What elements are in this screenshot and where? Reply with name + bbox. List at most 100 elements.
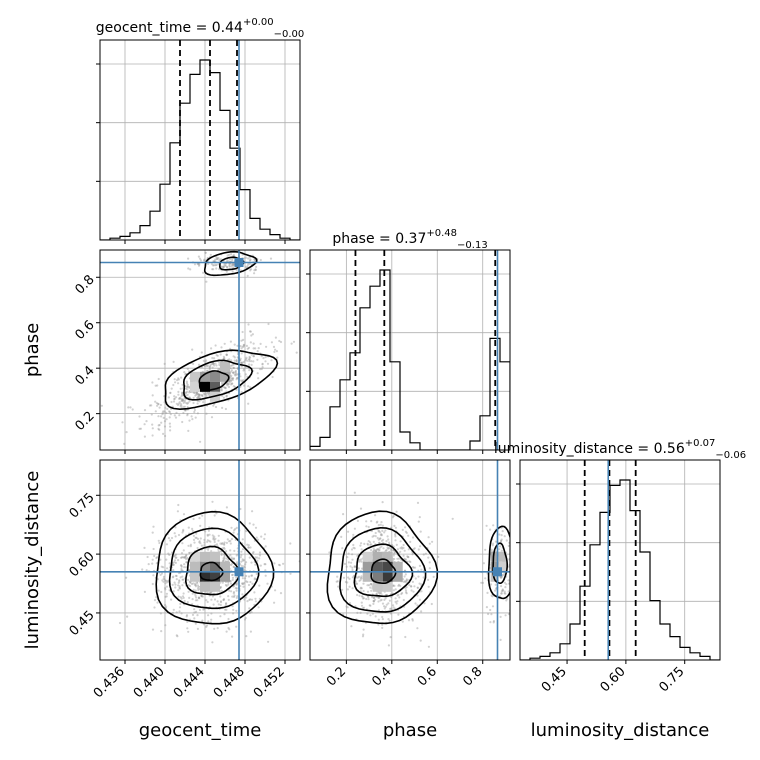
scatter-point [212, 603, 215, 606]
scatter-point [185, 561, 188, 564]
scatter-point [247, 544, 250, 547]
scatter-point [221, 560, 225, 563]
scatter-point [206, 370, 209, 373]
scatter-point [198, 517, 201, 520]
scatter-point [177, 595, 180, 598]
scatter-point [183, 400, 186, 403]
scatter-point [393, 551, 397, 554]
scatter-point [392, 514, 395, 518]
scatter-point [155, 562, 158, 565]
scatter-point [244, 577, 247, 580]
scatter-point [385, 540, 388, 543]
scatter-point [389, 636, 392, 639]
scatter-point [417, 548, 420, 551]
scatter-point [141, 568, 144, 571]
scatter-point [366, 543, 370, 546]
scatter-point [358, 559, 361, 562]
scatter-point [260, 367, 263, 371]
scatter-point [243, 618, 247, 621]
density-cell [210, 371, 220, 382]
scatter-point [250, 360, 253, 363]
contour-level [326, 510, 439, 625]
scatter-point [173, 378, 176, 381]
scatter-point [405, 579, 408, 582]
scatter-point [177, 503, 180, 507]
scatter-point [347, 530, 350, 533]
scatter-point [402, 598, 405, 602]
scatter-point [235, 360, 238, 363]
scatter-point [216, 256, 219, 260]
scatter-point [231, 576, 235, 579]
scatter-point [401, 620, 404, 623]
scatter-point [177, 378, 180, 381]
x-tick-label: 0.60 [598, 664, 629, 695]
scatter-point [229, 539, 232, 543]
scatter-point [335, 580, 338, 583]
scatter-point [348, 602, 352, 605]
scatter-point [246, 543, 249, 546]
scatter-point [164, 595, 167, 599]
scatter-point [235, 576, 238, 579]
scatter-point [374, 535, 377, 538]
title-plus: +0.00 [243, 17, 274, 28]
scatter-point [248, 356, 252, 359]
scatter-point [241, 330, 244, 334]
scatter-point [232, 366, 235, 370]
scatter-point [196, 584, 200, 587]
scatter-point [247, 583, 251, 587]
scatter-point [232, 377, 235, 380]
density-cell [392, 571, 403, 582]
scatter-point [232, 366, 235, 369]
density-cell [372, 571, 383, 582]
scatter-point [366, 612, 369, 615]
scatter-point [267, 640, 270, 643]
scatter-point [121, 421, 124, 424]
scatter-point [413, 585, 416, 588]
scatter-point [513, 577, 515, 579]
scatter-point [198, 608, 202, 612]
scatter-point [427, 578, 430, 582]
scatter-point [221, 542, 224, 545]
scatter-point [378, 592, 381, 595]
scatter-point [269, 257, 273, 260]
scatter-point [194, 416, 197, 419]
scatter-point [230, 383, 233, 386]
scatter-point [352, 546, 355, 549]
scatter-point [412, 566, 415, 569]
scatter-point [200, 594, 203, 597]
scatter-point [490, 548, 493, 551]
panel-frame [99, 249, 301, 451]
scatter-point [173, 555, 176, 558]
scatter-point [259, 564, 262, 567]
scatter-point [353, 491, 356, 494]
scatter-point [178, 610, 181, 613]
scatter-point [220, 265, 223, 268]
scatter-point [185, 401, 188, 405]
scatter-point [451, 517, 454, 520]
scatter-point [232, 385, 235, 388]
scatter-point [227, 583, 230, 586]
scatter-point [416, 627, 419, 630]
scatter-point [257, 606, 260, 609]
scatter-point [180, 565, 183, 568]
scatter-point [185, 382, 189, 385]
scatter-point [222, 265, 225, 268]
density-cell [220, 561, 230, 572]
scatter-point [372, 540, 375, 544]
scatter-point [243, 566, 246, 569]
scatter-point [230, 364, 234, 367]
scatter-point [157, 427, 160, 430]
scatter-point [232, 592, 235, 595]
scatter-point [157, 402, 160, 405]
scatter-point [211, 356, 214, 360]
scatter-point [393, 584, 396, 588]
scatter-point [394, 535, 397, 538]
scatter-point [256, 538, 260, 541]
scatter-point [252, 523, 255, 526]
contour-level [168, 527, 260, 610]
scatter-point [480, 581, 483, 584]
scatter-point [399, 540, 402, 543]
scatter-point [489, 621, 492, 624]
scatter-point [214, 264, 217, 267]
scatter-point [387, 538, 390, 541]
